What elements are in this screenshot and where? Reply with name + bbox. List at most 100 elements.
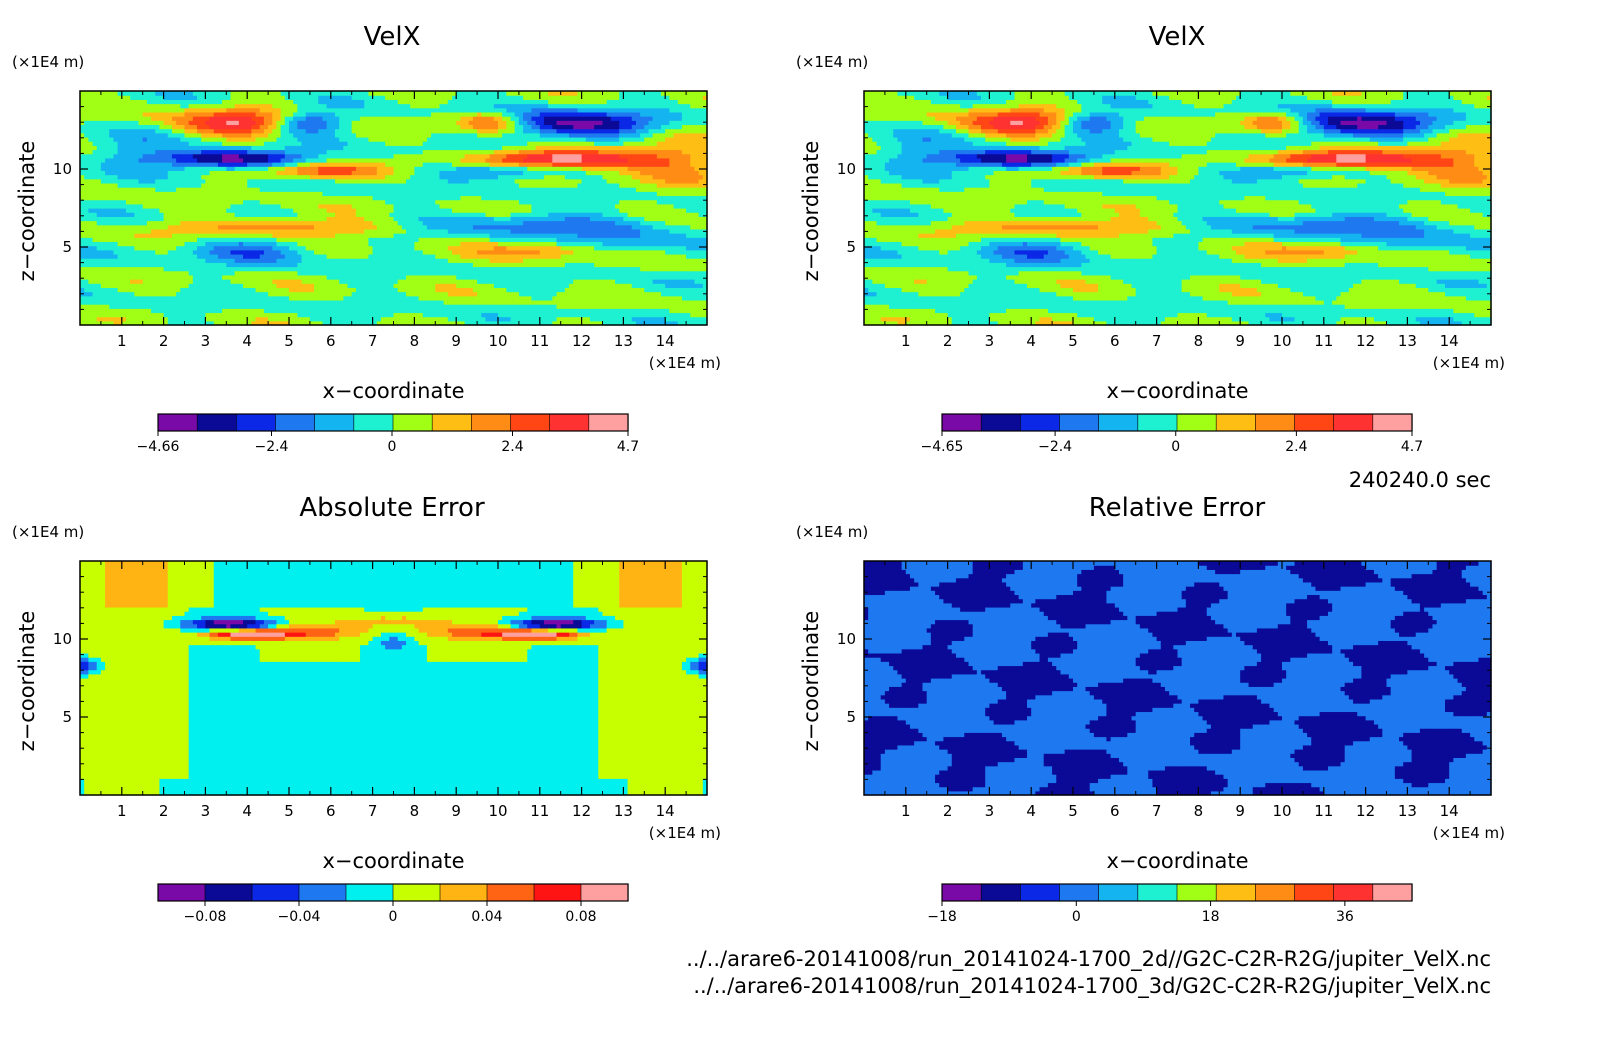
field-cell (297, 162, 302, 167)
field-cell (402, 120, 407, 125)
field-cell (164, 287, 169, 292)
field-cell (410, 158, 415, 163)
field-cell (385, 170, 390, 175)
field-cell (214, 175, 219, 180)
field-cell (373, 216, 378, 221)
field-cell (260, 200, 265, 205)
field-cell (281, 216, 286, 221)
field-cell (348, 233, 353, 238)
field-cell (343, 246, 348, 251)
field-cell (310, 296, 315, 301)
field-cell (247, 183, 252, 188)
field-cell (247, 120, 252, 125)
field-cell (293, 287, 298, 292)
field-cell (235, 308, 240, 313)
field-cell (423, 229, 428, 234)
field-cell (147, 145, 152, 150)
field-cell (285, 191, 290, 196)
field-cell (302, 99, 307, 104)
field-cell (276, 200, 281, 205)
field-cell (327, 246, 332, 251)
field-cell (414, 170, 419, 175)
field-cell (126, 262, 131, 267)
field-cell (205, 221, 210, 226)
field-cell (235, 271, 240, 276)
field-cell (201, 158, 206, 163)
field-cell (348, 287, 353, 292)
field-cell (427, 120, 432, 125)
field-cell (327, 150, 332, 155)
field-cell (264, 216, 269, 221)
field-cell (235, 300, 240, 305)
field-cell (147, 154, 152, 159)
field-cell (218, 241, 223, 246)
field-cell (394, 204, 399, 209)
field-cell (247, 133, 252, 138)
field-cell (335, 312, 340, 317)
field-cell (352, 279, 357, 284)
field-cell (218, 271, 223, 276)
field-cell (364, 116, 369, 121)
field-cell (314, 237, 319, 242)
field-cell (281, 170, 286, 175)
field-cell (226, 300, 231, 305)
field-cell (256, 191, 261, 196)
field-cell (310, 216, 315, 221)
field-cell (176, 162, 181, 167)
field-cell (335, 204, 340, 209)
field-cell (435, 124, 440, 129)
field-cell (364, 267, 369, 272)
field-cell (360, 112, 365, 117)
field-cell (130, 254, 135, 259)
field-cell (444, 296, 449, 301)
field-cell (251, 287, 256, 292)
field-cell (276, 158, 281, 163)
field-cell (373, 304, 378, 309)
field-cell (343, 141, 348, 146)
field-cell (339, 233, 344, 238)
field-cell (289, 212, 294, 217)
field-cell (264, 275, 269, 280)
field-cell (97, 158, 102, 163)
field-cell (139, 133, 144, 138)
field-cell (314, 287, 319, 292)
field-cell (322, 124, 327, 129)
field-cell (230, 229, 235, 234)
field-cell (423, 233, 428, 238)
field-cell (226, 216, 231, 221)
field-cell (176, 99, 181, 104)
field-cell (335, 296, 340, 301)
field-cell (168, 279, 173, 284)
field-cell (414, 154, 419, 159)
field-cell (180, 208, 185, 213)
field-cell (105, 133, 110, 138)
field-cell (285, 300, 290, 305)
field-cell (168, 233, 173, 238)
field-cell (105, 262, 110, 267)
field-cell (239, 300, 244, 305)
field-cell (289, 154, 294, 159)
field-cell (343, 225, 348, 230)
field-cell (151, 179, 156, 184)
field-cell (210, 187, 215, 192)
field-cell (302, 95, 307, 100)
field-cell (109, 250, 114, 255)
field-cell (197, 99, 202, 104)
field-cell (189, 116, 194, 121)
field-cell (113, 108, 118, 113)
field-cell (414, 308, 419, 313)
field-cell (172, 208, 177, 213)
field-cell (360, 250, 365, 255)
field-cell (185, 212, 190, 217)
field-cell (189, 124, 194, 129)
field-cell (197, 292, 202, 297)
field-cell (272, 112, 277, 117)
field-cell (281, 300, 286, 305)
field-cell (218, 208, 223, 213)
field-cell (360, 225, 365, 230)
field-cell (185, 120, 190, 125)
field-cell (105, 99, 110, 104)
field-cell (289, 246, 294, 251)
field-cell (101, 187, 106, 192)
field-cell (122, 204, 127, 209)
